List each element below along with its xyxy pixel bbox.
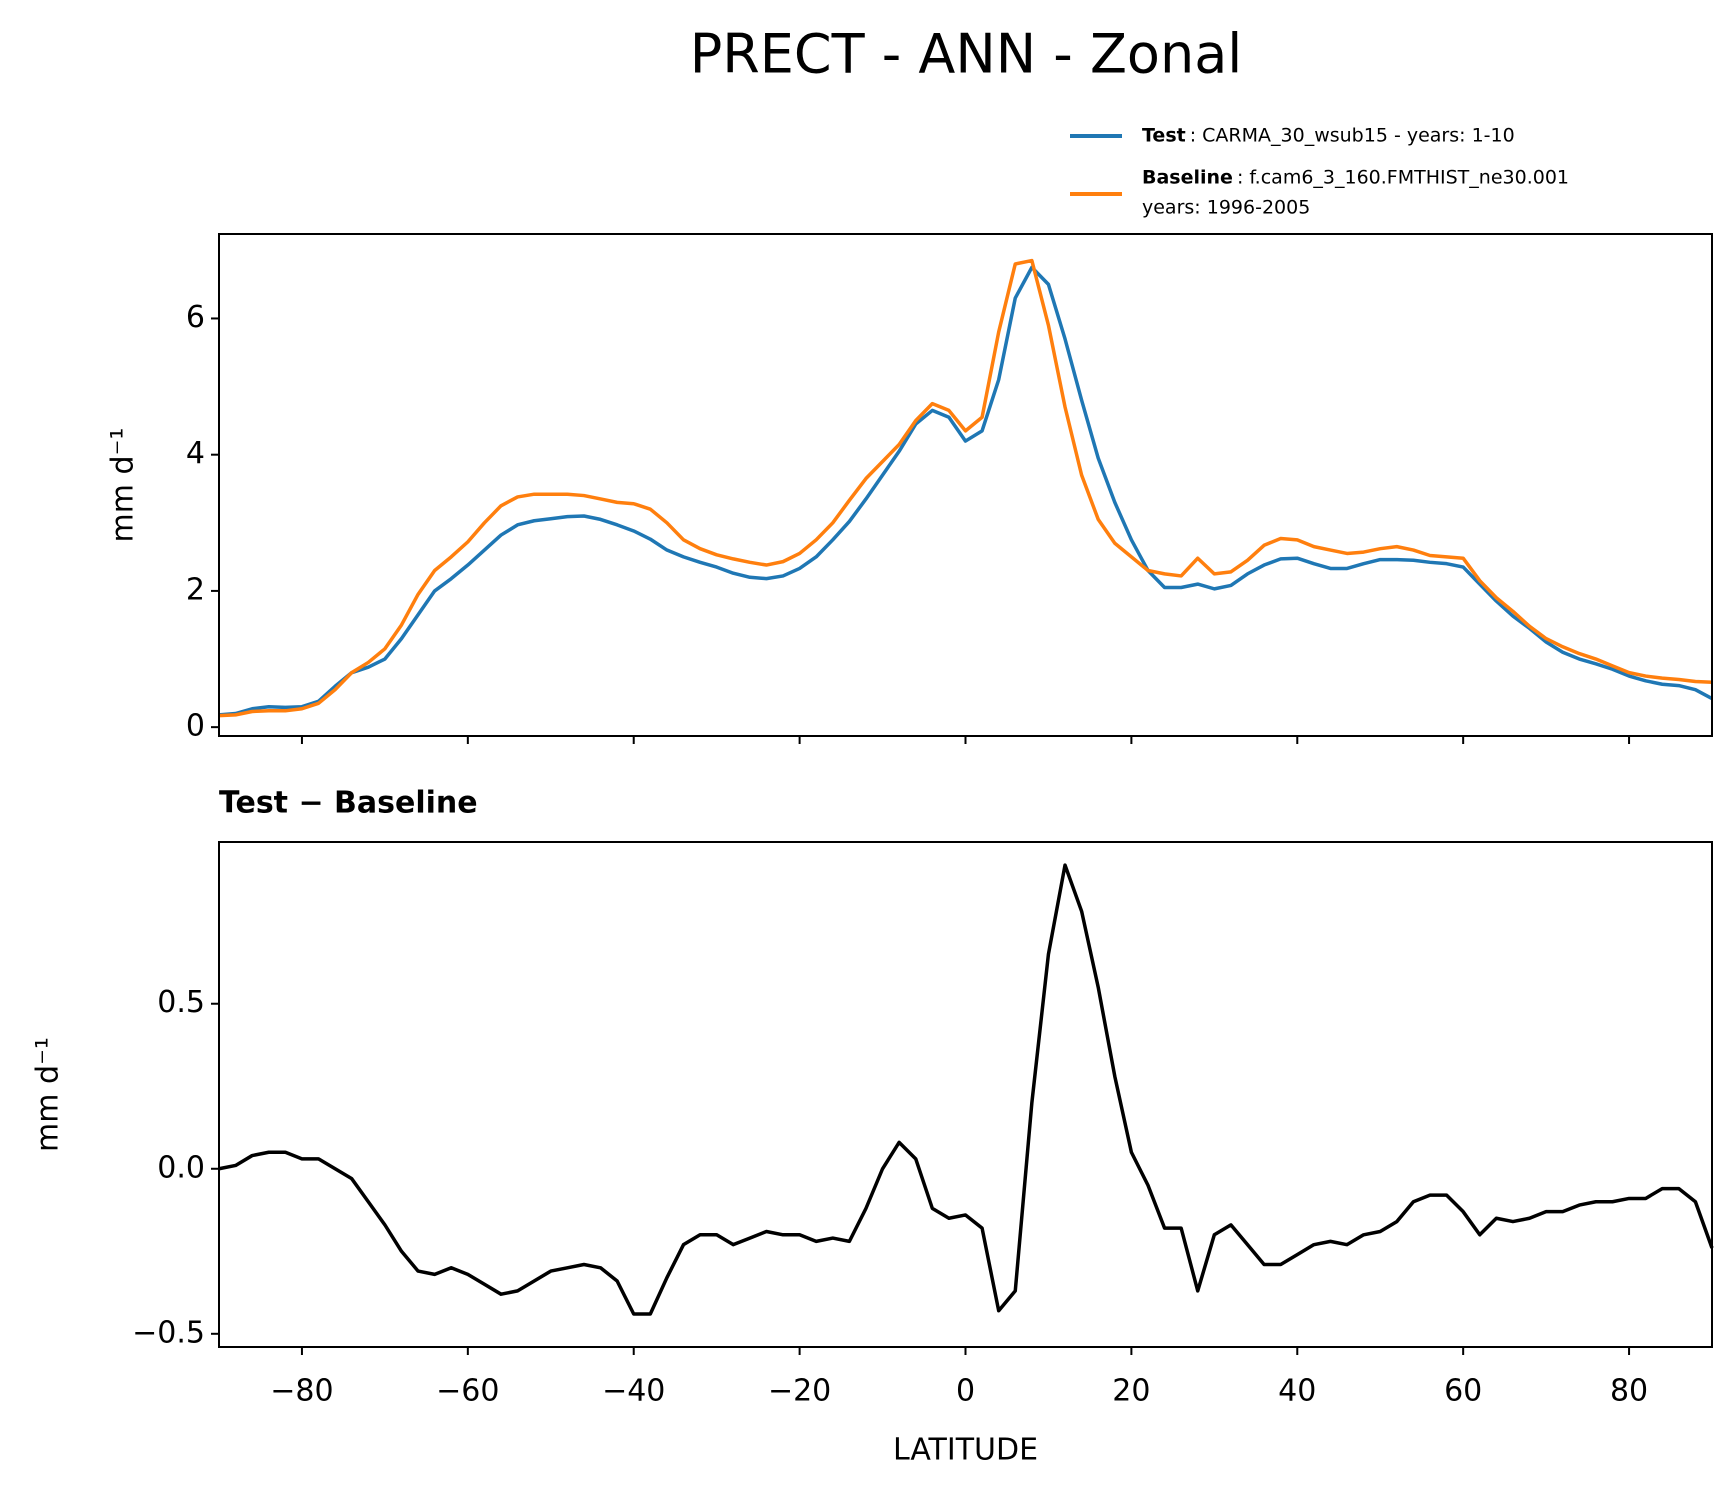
x-tick-label: 0	[956, 1374, 975, 1409]
legend-name: Test	[1142, 125, 1186, 147]
data-line	[218, 265, 1713, 717]
x-tick-label: 20	[1112, 1374, 1150, 1409]
data-line	[218, 258, 1713, 718]
y-tick-label: 4	[186, 436, 205, 471]
x-tick-label: 80	[1610, 1374, 1648, 1409]
axes-frame	[218, 233, 1713, 737]
legend-label: : f.cam6_3_160.FMTHIST_ne30.001	[1237, 167, 1569, 189]
y-tick-label: 0	[186, 709, 205, 744]
y-tick-label: −0.5	[132, 1315, 205, 1350]
x-tick-label: −80	[270, 1374, 333, 1409]
x-tick-label: −60	[436, 1374, 499, 1409]
data-line	[218, 863, 1714, 1316]
x-tick-label: 40	[1278, 1374, 1316, 1409]
x-tick-label: −40	[602, 1374, 665, 1409]
x-axis-label: LATITUDE	[893, 1433, 1038, 1468]
y-axis-label: mm d⁻¹	[31, 1037, 66, 1152]
x-tick-label: −20	[768, 1374, 831, 1409]
y-tick-label: 6	[186, 300, 205, 335]
legend-label: years: 1996-2005	[1142, 197, 1310, 219]
y-tick-label: 0.5	[157, 985, 205, 1020]
x-tick-label: 60	[1444, 1374, 1482, 1409]
figure-title: PRECT - ANN - Zonal	[690, 23, 1243, 86]
subplot-title: Test − Baseline	[219, 786, 478, 821]
y-tick-label: 2	[186, 572, 205, 607]
y-axis-label: mm d⁻¹	[106, 428, 141, 543]
y-tick-label: 0.0	[157, 1150, 205, 1185]
legend-label: : CARMA_30_wsub15 - years: 1-10	[1190, 125, 1515, 147]
legend-name: Baseline	[1142, 167, 1233, 189]
